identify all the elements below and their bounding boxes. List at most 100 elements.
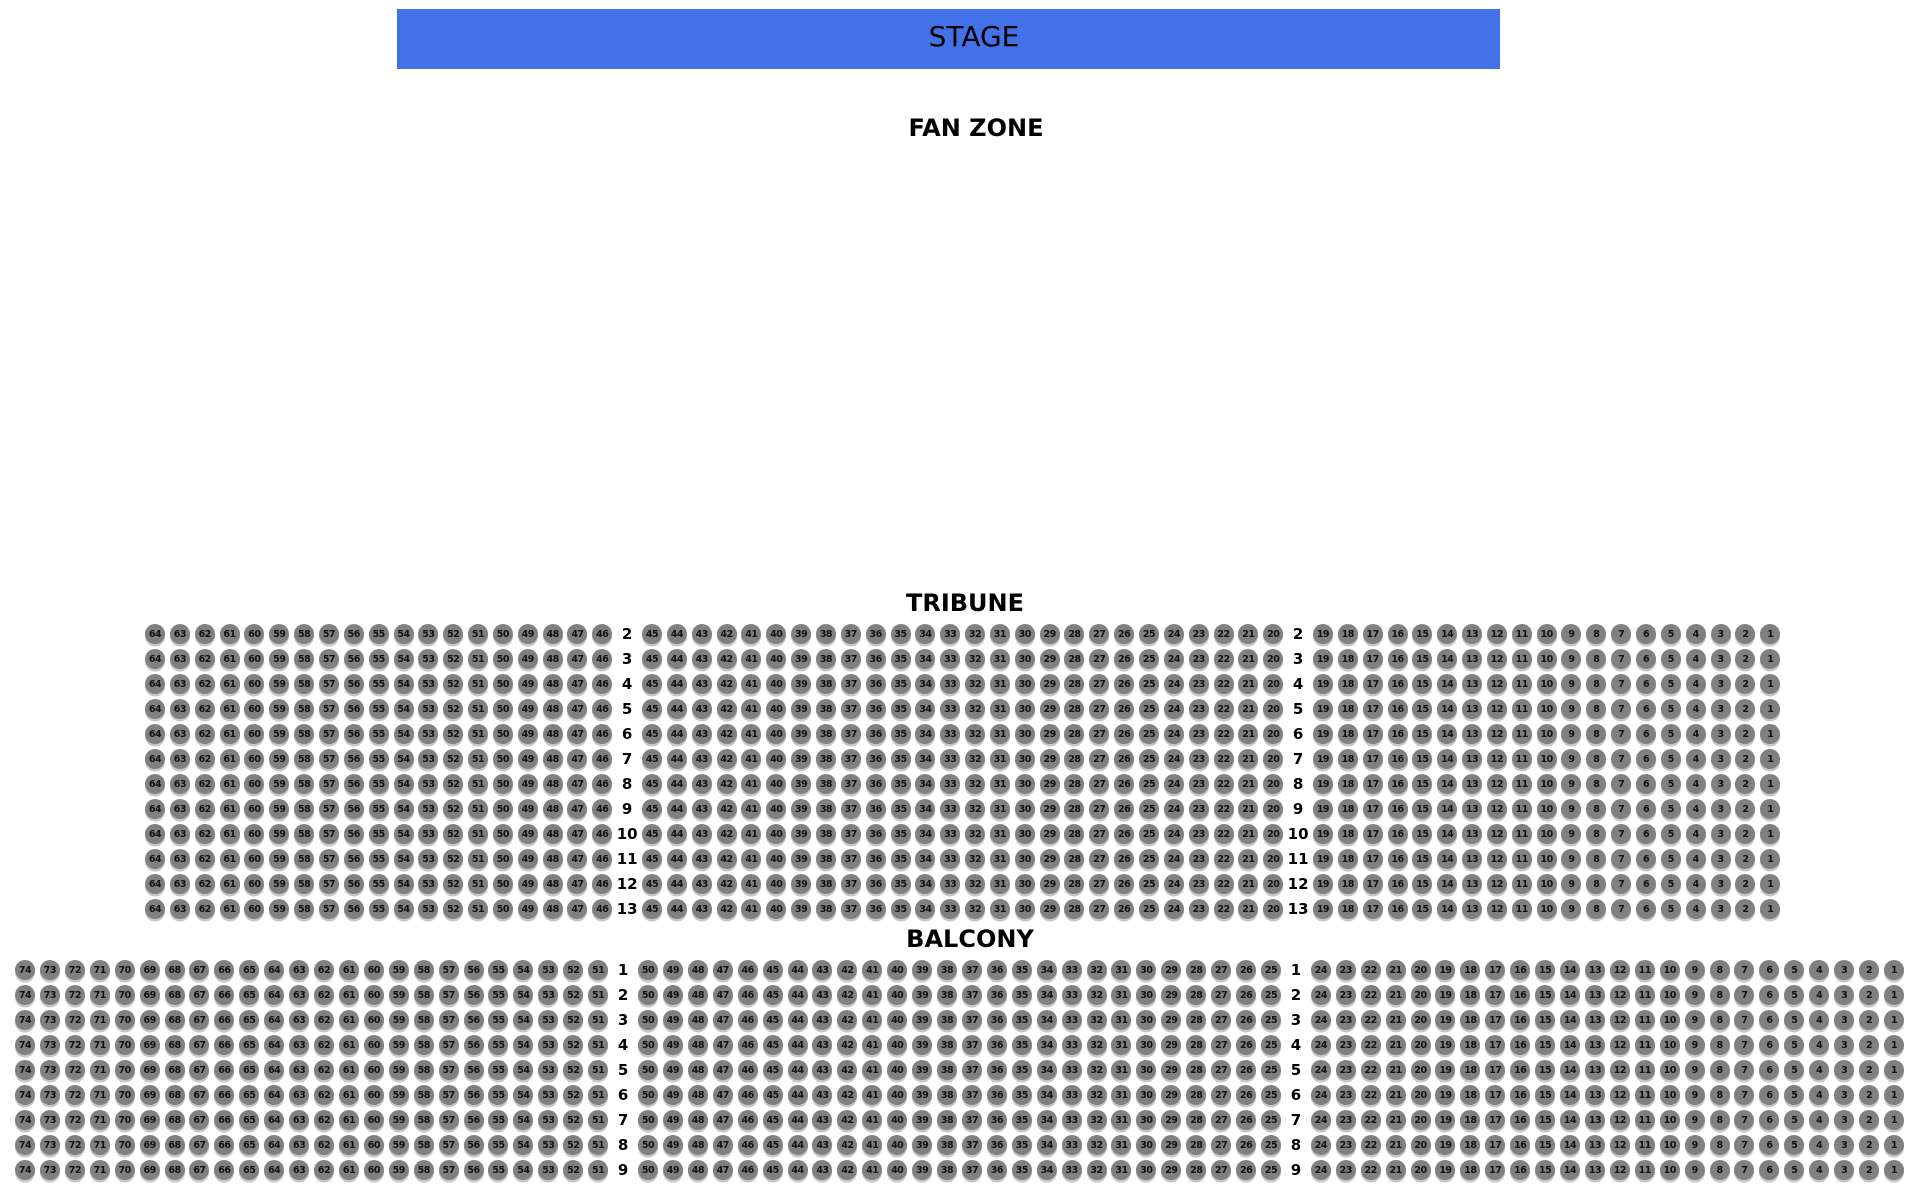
seat[interactable]: 4 (1809, 1085, 1830, 1105)
seat[interactable]: 3 (1710, 624, 1731, 644)
seat[interactable]: 34 (1036, 1010, 1057, 1030)
seat[interactable]: 42 (837, 1135, 858, 1155)
seat[interactable]: 33 (940, 749, 961, 769)
seat[interactable]: 29 (1161, 1060, 1182, 1080)
seat[interactable]: 53 (538, 1035, 559, 1055)
seat[interactable]: 55 (488, 1010, 509, 1030)
seat[interactable]: 23 (1188, 874, 1209, 894)
seat[interactable]: 37 (840, 699, 861, 719)
seat[interactable]: 65 (239, 1060, 260, 1080)
seat[interactable]: 11 (1511, 699, 1532, 719)
seat[interactable]: 44 (787, 1160, 808, 1180)
seat[interactable]: 38 (815, 824, 836, 844)
seat[interactable]: 41 (741, 799, 762, 819)
seat[interactable]: 16 (1387, 849, 1408, 869)
seat[interactable]: 23 (1188, 799, 1209, 819)
seat[interactable]: 28 (1064, 699, 1085, 719)
seat[interactable]: 54 (513, 985, 534, 1005)
seat[interactable]: 36 (986, 1060, 1007, 1080)
seat[interactable]: 63 (289, 960, 310, 980)
seat[interactable]: 22 (1213, 674, 1234, 694)
seat[interactable]: 30 (1014, 874, 1035, 894)
seat[interactable]: 55 (368, 799, 389, 819)
seat[interactable]: 62 (194, 624, 215, 644)
seat[interactable]: 47 (712, 1035, 733, 1055)
seat[interactable]: 1 (1760, 899, 1781, 919)
seat[interactable]: 21 (1238, 724, 1259, 744)
seat[interactable]: 52 (443, 649, 464, 669)
seat[interactable]: 49 (662, 1110, 683, 1130)
seat[interactable]: 64 (264, 1035, 285, 1055)
seat[interactable]: 35 (890, 624, 911, 644)
seat[interactable]: 59 (388, 1060, 409, 1080)
seat[interactable]: 49 (517, 774, 538, 794)
seat[interactable]: 22 (1360, 1060, 1381, 1080)
seat[interactable]: 38 (815, 899, 836, 919)
seat[interactable]: 10 (1659, 1135, 1680, 1155)
seat[interactable]: 5 (1784, 1110, 1805, 1130)
seat[interactable]: 68 (164, 1110, 185, 1130)
seat[interactable]: 42 (716, 649, 737, 669)
seat[interactable]: 40 (887, 1110, 908, 1130)
seat[interactable]: 61 (338, 1085, 359, 1105)
seat[interactable]: 69 (139, 1035, 160, 1055)
seat[interactable]: 33 (940, 849, 961, 869)
seat[interactable]: 48 (542, 849, 563, 869)
seat[interactable]: 10 (1536, 699, 1557, 719)
seat[interactable]: 20 (1410, 1010, 1431, 1030)
seat[interactable]: 46 (592, 649, 613, 669)
seat[interactable]: 44 (787, 985, 808, 1005)
seat[interactable]: 61 (219, 624, 240, 644)
seat[interactable]: 55 (368, 874, 389, 894)
seat[interactable]: 30 (1014, 674, 1035, 694)
seat[interactable]: 39 (791, 699, 812, 719)
seat[interactable]: 63 (169, 649, 190, 669)
seat[interactable]: 9 (1684, 1010, 1705, 1030)
seat[interactable]: 33 (940, 724, 961, 744)
seat[interactable]: 54 (393, 649, 414, 669)
seat[interactable]: 27 (1089, 749, 1110, 769)
seat[interactable]: 68 (164, 1060, 185, 1080)
seat[interactable]: 38 (937, 1160, 958, 1180)
seat[interactable]: 5 (1660, 799, 1681, 819)
seat[interactable]: 35 (890, 724, 911, 744)
seat[interactable]: 59 (269, 824, 290, 844)
seat[interactable]: 26 (1114, 799, 1135, 819)
seat[interactable]: 45 (762, 1085, 783, 1105)
seat[interactable]: 42 (837, 1085, 858, 1105)
seat[interactable]: 33 (940, 899, 961, 919)
seat[interactable]: 57 (318, 899, 339, 919)
seat[interactable]: 47 (567, 874, 588, 894)
seat[interactable]: 29 (1039, 799, 1060, 819)
seat[interactable]: 50 (492, 774, 513, 794)
seat[interactable]: 55 (488, 1085, 509, 1105)
seat[interactable]: 25 (1261, 1085, 1281, 1105)
seat[interactable]: 7 (1611, 724, 1632, 744)
seat[interactable]: 21 (1238, 874, 1259, 894)
seat[interactable]: 27 (1211, 1035, 1232, 1055)
seat[interactable]: 63 (289, 1010, 310, 1030)
seat[interactable]: 47 (567, 849, 588, 869)
seat[interactable]: 6 (1636, 649, 1656, 669)
seat[interactable]: 66 (214, 1035, 235, 1055)
seat[interactable]: 55 (368, 724, 389, 744)
seat[interactable]: 9 (1684, 1035, 1705, 1055)
seat[interactable]: 38 (937, 1060, 958, 1080)
seat[interactable]: 67 (189, 1160, 210, 1180)
seat[interactable]: 10 (1536, 849, 1557, 869)
seat[interactable]: 54 (393, 624, 414, 644)
seat[interactable]: 38 (937, 1085, 958, 1105)
seat[interactable]: 44 (787, 1060, 808, 1080)
seat[interactable]: 1 (1760, 849, 1781, 869)
seat[interactable]: 10 (1536, 749, 1557, 769)
seat[interactable]: 45 (642, 699, 662, 719)
seat[interactable]: 15 (1535, 1135, 1556, 1155)
seat[interactable]: 69 (139, 1160, 160, 1180)
seat[interactable]: 12 (1486, 824, 1507, 844)
seat[interactable]: 13 (1462, 749, 1483, 769)
seat[interactable]: 5 (1660, 874, 1681, 894)
seat[interactable]: 31 (1111, 1135, 1132, 1155)
seat[interactable]: 17 (1362, 749, 1383, 769)
seat[interactable]: 66 (214, 960, 235, 980)
seat[interactable]: 57 (438, 1010, 459, 1030)
